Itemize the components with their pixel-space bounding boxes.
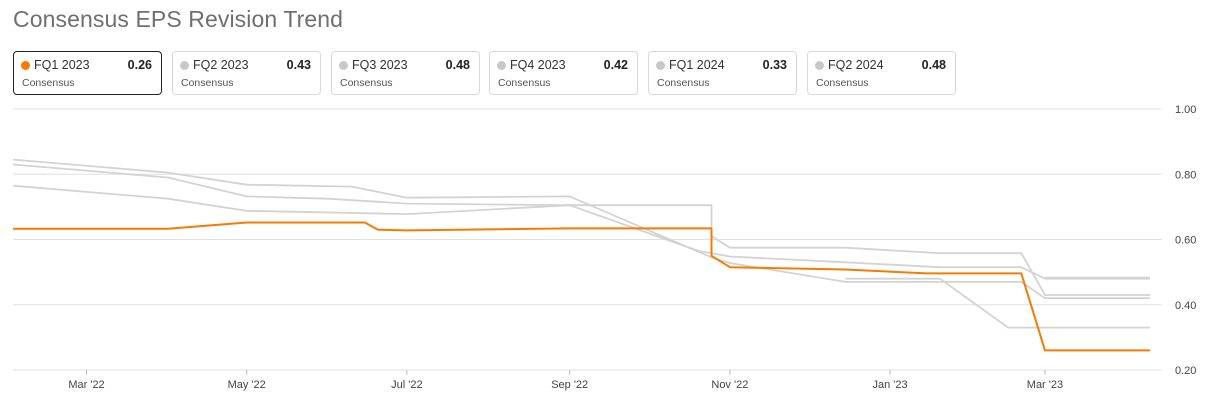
x-tick-label: May '22 [228,379,266,391]
x-tick-label: Sep '22 [551,379,588,391]
y-tick-label: 0.20 [1175,365,1196,377]
y-tick-label: 0.80 [1175,169,1196,181]
tab-value: 0.26 [127,58,152,72]
series-dot-icon [815,61,824,70]
series-line-fq4-2023[interactable] [12,158,1150,300]
tab-label: FQ3 2023 [352,58,408,72]
tab-label: FQ4 2023 [510,58,566,72]
tab-fq3-2023[interactable]: FQ3 2023 0.48 Consensus [331,51,480,95]
series-dot-icon [656,61,665,70]
tab-fq2-2024[interactable]: FQ2 2024 0.48 Consensus [807,51,956,95]
x-tick-label: Nov '22 [711,379,748,391]
x-tick-label: Mar '22 [68,379,104,391]
tab-fq1-2023[interactable]: FQ1 2023 0.26 Consensus [13,51,162,95]
tab-sublabel: Consensus [498,77,551,89]
chart-title: Consensus EPS Revision Trend [13,6,344,32]
tab-label: FQ1 2023 [34,58,90,72]
tab-sublabel: Consensus [181,77,234,89]
tab-sublabel: Consensus [657,77,710,89]
tab-sublabel: Consensus [816,77,869,89]
series-line-fq1-2023[interactable] [13,221,1150,352]
x-tick-label: Mar '23 [1027,379,1063,391]
x-tick-label: Jul '22 [391,379,422,391]
tab-fq1-2024[interactable]: FQ1 2024 0.33 Consensus [648,51,797,95]
y-tick-label: 1.00 [1175,104,1196,116]
tab-label: FQ2 2023 [193,58,249,72]
tab-sublabel: Consensus [340,77,393,89]
tab-value: 0.48 [445,58,470,72]
series-line-fq1-2024[interactable] [845,277,1150,329]
x-tick-label: Jan '23 [872,379,907,391]
series-dot-icon [497,61,506,70]
series-dot-icon [180,61,189,70]
y-tick-label: 0.40 [1175,300,1196,312]
tab-value: 0.42 [603,58,628,72]
series-dot-icon [21,61,30,70]
y-tick-label: 0.60 [1175,235,1196,247]
tab-fq2-2023[interactable]: FQ2 2023 0.43 Consensus [172,51,321,95]
tab-label: FQ1 2024 [669,58,725,72]
series-dot-icon [339,61,348,70]
series-line-fq3-2023[interactable] [12,163,1150,280]
tab-value: 0.48 [921,58,946,72]
tab-fq4-2023[interactable]: FQ4 2023 0.42 Consensus [489,51,638,95]
tab-value: 0.43 [286,58,311,72]
tab-sublabel: Consensus [22,77,75,89]
tab-label: FQ2 2024 [828,58,884,72]
tab-value: 0.33 [762,58,787,72]
